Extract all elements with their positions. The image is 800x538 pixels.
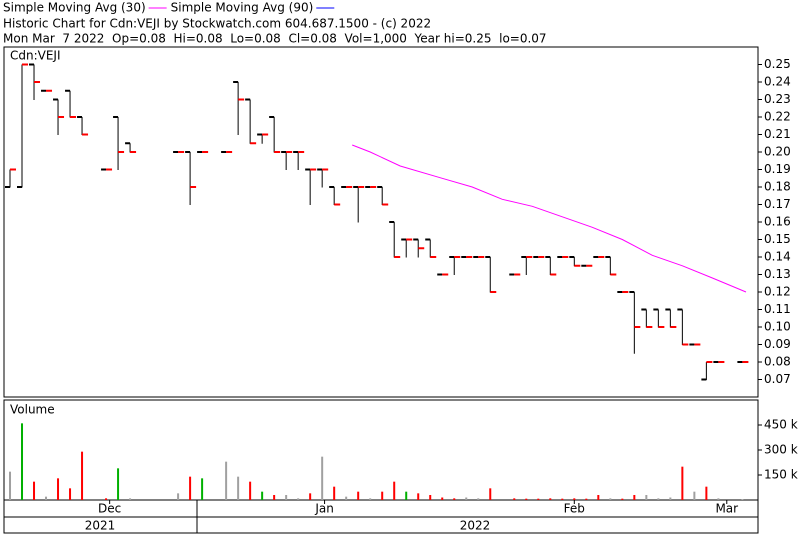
volume-bar [633,495,636,500]
y-tick-label: 0.13 [764,267,791,281]
y-tick-label: 0.10 [764,320,791,334]
volume-bar [693,491,696,500]
y-tick-label: 0.16 [764,215,791,229]
volume-bar [561,498,564,500]
y-tick-label: 0.22 [764,110,791,124]
legend-label: Simple Moving Avg (90) [171,1,314,15]
y-tick-label: 0.11 [764,302,791,316]
y-tick-label: 300 k [764,443,798,457]
volume-bar [309,493,312,500]
volume-bar [609,498,612,500]
volume-bar [669,497,672,500]
volume-bar [513,498,516,500]
y-tick-label: 450 k [764,418,798,432]
volume-bar [129,498,132,500]
volume-bar [477,498,480,500]
volume-bar [357,491,360,500]
x-tick-label: Dec [98,502,121,516]
volume-bar [69,488,72,500]
volume-bar [537,498,540,500]
volume-label: Volume [10,403,55,417]
volume-bar [621,498,624,500]
volume-bar [381,491,384,500]
y-tick-label: 0.12 [764,285,791,299]
volume-bar [273,495,276,500]
year-label: 2022 [460,519,491,533]
volume-bar [321,456,324,500]
y-tick-label: 150 k [764,468,798,482]
volume-bar [705,486,708,500]
volume-bar [237,476,240,500]
volume-bar [9,471,12,500]
y-tick-label: 0.14 [764,250,791,264]
volume-bar [393,481,396,500]
volume-bar [585,498,588,500]
y-tick-label: 0.20 [764,145,791,159]
volume-bar [453,498,456,500]
volume-bar [417,493,420,500]
y-tick-label: 0.17 [764,197,791,211]
chart-title: Historic Chart for Cdn:VEJI by Stockwatc… [3,17,431,31]
volume-bar [717,498,720,500]
volume-bar [573,498,576,500]
volume-bar [441,497,444,500]
volume-bar [189,476,192,500]
x-tick-label: Feb [564,502,585,516]
y-tick-label: 0.19 [764,162,791,176]
volume-bar [81,451,84,500]
year-label: 2021 [85,519,116,533]
volume-bar [297,498,300,500]
moving-average-line [352,144,747,293]
x-tick-label: Mar [715,502,738,516]
y-tick-label: 0.25 [764,57,791,71]
volume-bar [117,468,120,500]
volume-bar [465,497,468,500]
volume-bar [261,491,264,500]
volume-bar [225,461,228,500]
volume-bar [657,498,660,500]
legend-label: Simple Moving Avg (30) [3,1,146,15]
volume-bar [681,466,684,500]
volume-bar [333,486,336,500]
chart-subtitle: Mon Mar 7 2022 Op=0.08 Hi=0.08 Lo=0.08 C… [3,32,547,46]
volume-bar [345,496,348,500]
volume-bar [525,498,528,500]
y-tick-label: 0.24 [764,75,791,89]
price-label: Cdn:VEJI [10,49,61,63]
volume-bar [369,498,372,500]
y-tick-label: 0.23 [764,92,791,106]
volume-bar [741,499,744,500]
volume-bar [33,481,36,500]
volume-bar [549,498,552,500]
volume-bar [57,478,60,500]
volume-bar [21,423,24,500]
y-tick-label: 0.09 [764,337,791,351]
volume-bar [285,495,288,500]
y-tick-label: 0.07 [764,372,791,386]
x-tick-label: Jan [314,502,334,516]
y-tick-label: 0.21 [764,127,791,141]
volume-bar [405,491,408,500]
volume-bar [45,496,48,500]
volume-bar [429,495,432,500]
volume-bar [597,495,600,500]
volume-bar [177,493,180,500]
y-tick-label: 0.08 [764,355,791,369]
y-tick-label: 0.18 [764,180,791,194]
volume-bar [249,481,252,500]
volume-bar [105,498,108,500]
volume-bar [201,478,204,500]
volume-bar [645,495,648,500]
y-tick-label: 0.15 [764,232,791,246]
volume-bar [489,488,492,500]
